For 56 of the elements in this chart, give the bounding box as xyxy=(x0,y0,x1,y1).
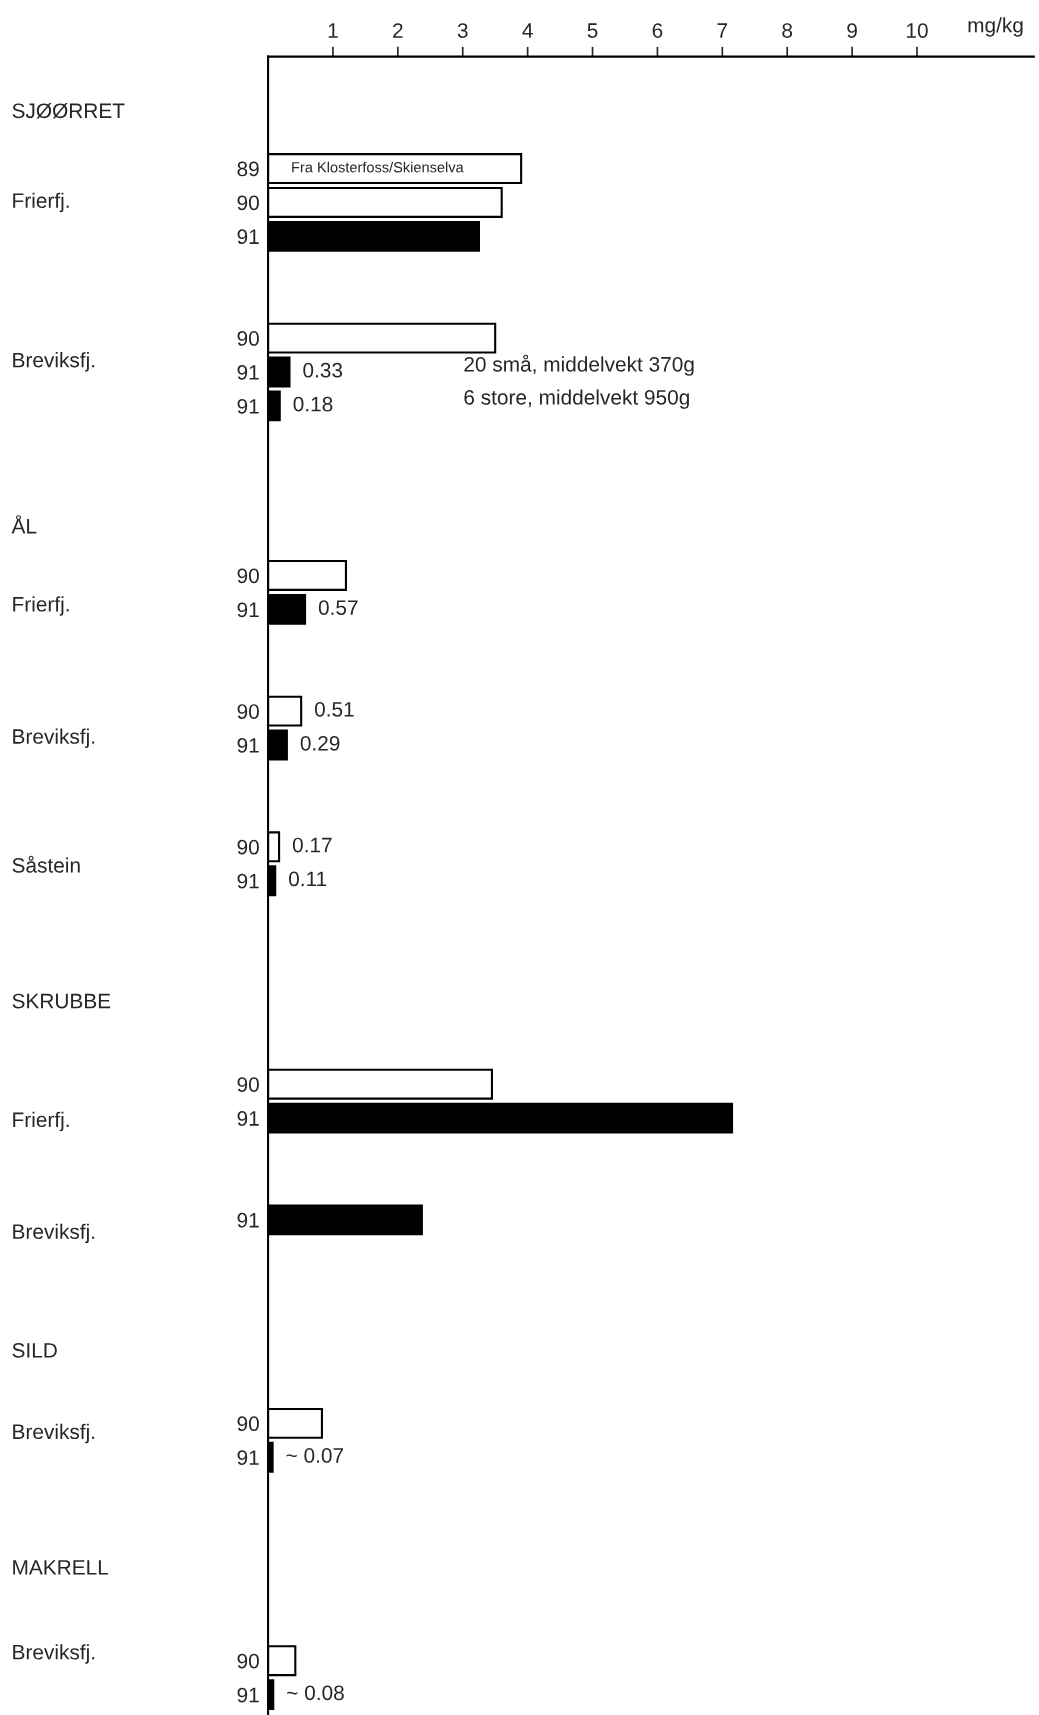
text: Frierfj. xyxy=(13,1111,69,1132)
y-tick-label: 91 xyxy=(237,229,259,245)
x-tick-label: 3 xyxy=(457,23,468,38)
x-tick-label: 4 xyxy=(522,23,533,38)
text: Breviksfj. xyxy=(13,1644,95,1664)
y-tick-label: 91 xyxy=(237,1687,259,1703)
y-tick-label: 91 xyxy=(237,873,259,889)
data-label: ~ 0.08 xyxy=(287,1685,344,1701)
x-axis-title: mg/kg xyxy=(968,17,1023,37)
text: MAKRELL xyxy=(13,1560,109,1575)
y-tick-label: 90 xyxy=(237,839,259,855)
text: Breviksfj. xyxy=(13,352,95,372)
data-label: 0.51 xyxy=(314,701,354,717)
text: Breviksfj. xyxy=(13,1423,95,1444)
x-tick-label: 8 xyxy=(782,23,793,38)
x-tick-label: 10 xyxy=(907,23,928,38)
y-tick-label: 91 xyxy=(237,1450,259,1466)
y-tick-label: 91 xyxy=(237,398,259,414)
text: Såstein xyxy=(12,855,80,873)
y-tick-label: 90 xyxy=(237,331,259,346)
annotation: 20 små, middelvekt 370g xyxy=(464,354,694,376)
y-tick-label: 90 xyxy=(237,1077,259,1092)
data-label: 0.29 xyxy=(300,735,340,751)
data-label: 0.57 xyxy=(318,600,358,615)
y-tick-label: 91 xyxy=(237,1212,259,1228)
data-label: 0.18 xyxy=(293,396,333,412)
y-tick-label: 91 xyxy=(237,365,259,380)
text: ÅL xyxy=(11,515,37,534)
y-tick-label: 90 xyxy=(237,1653,259,1669)
data-label: ~ 0.07 xyxy=(286,1448,344,1463)
x-tick-label: 7 xyxy=(717,23,728,38)
text: SKRUBBE xyxy=(12,993,111,1009)
data-label: 0.17 xyxy=(292,837,332,853)
x-tick-label: 5 xyxy=(587,23,598,38)
text: SILD xyxy=(12,1342,57,1358)
y-tick-label: 91 xyxy=(237,602,259,618)
x-tick-label: 9 xyxy=(847,23,857,38)
annotation: 6 store, middelvekt 950g xyxy=(464,389,689,409)
y-tick-label: 90 xyxy=(237,568,259,584)
y-tick-label: 90 xyxy=(237,1416,259,1432)
text: Frierfj. xyxy=(13,596,69,616)
y-tick-label: 89 xyxy=(237,161,259,177)
data-label: 0.11 xyxy=(288,871,327,887)
x-tick-label: 6 xyxy=(652,23,663,38)
x-tick-label: 2 xyxy=(393,23,403,38)
text: Breviksfj. xyxy=(13,728,95,748)
text: Breviksfj. xyxy=(13,1223,95,1244)
y-tick-label: 91 xyxy=(237,738,259,753)
y-tick-label: 90 xyxy=(237,195,259,211)
data-label: 0.33 xyxy=(303,362,343,378)
text: Frierfj. xyxy=(13,192,69,213)
y-tick-label: 90 xyxy=(237,704,259,719)
y-tick-label: 91 xyxy=(237,1111,259,1126)
text: SJØØRRET xyxy=(12,103,125,119)
annotation: Fra Klosterfoss/Skienselva xyxy=(292,161,464,173)
x-tick-label: 1 xyxy=(328,23,338,38)
